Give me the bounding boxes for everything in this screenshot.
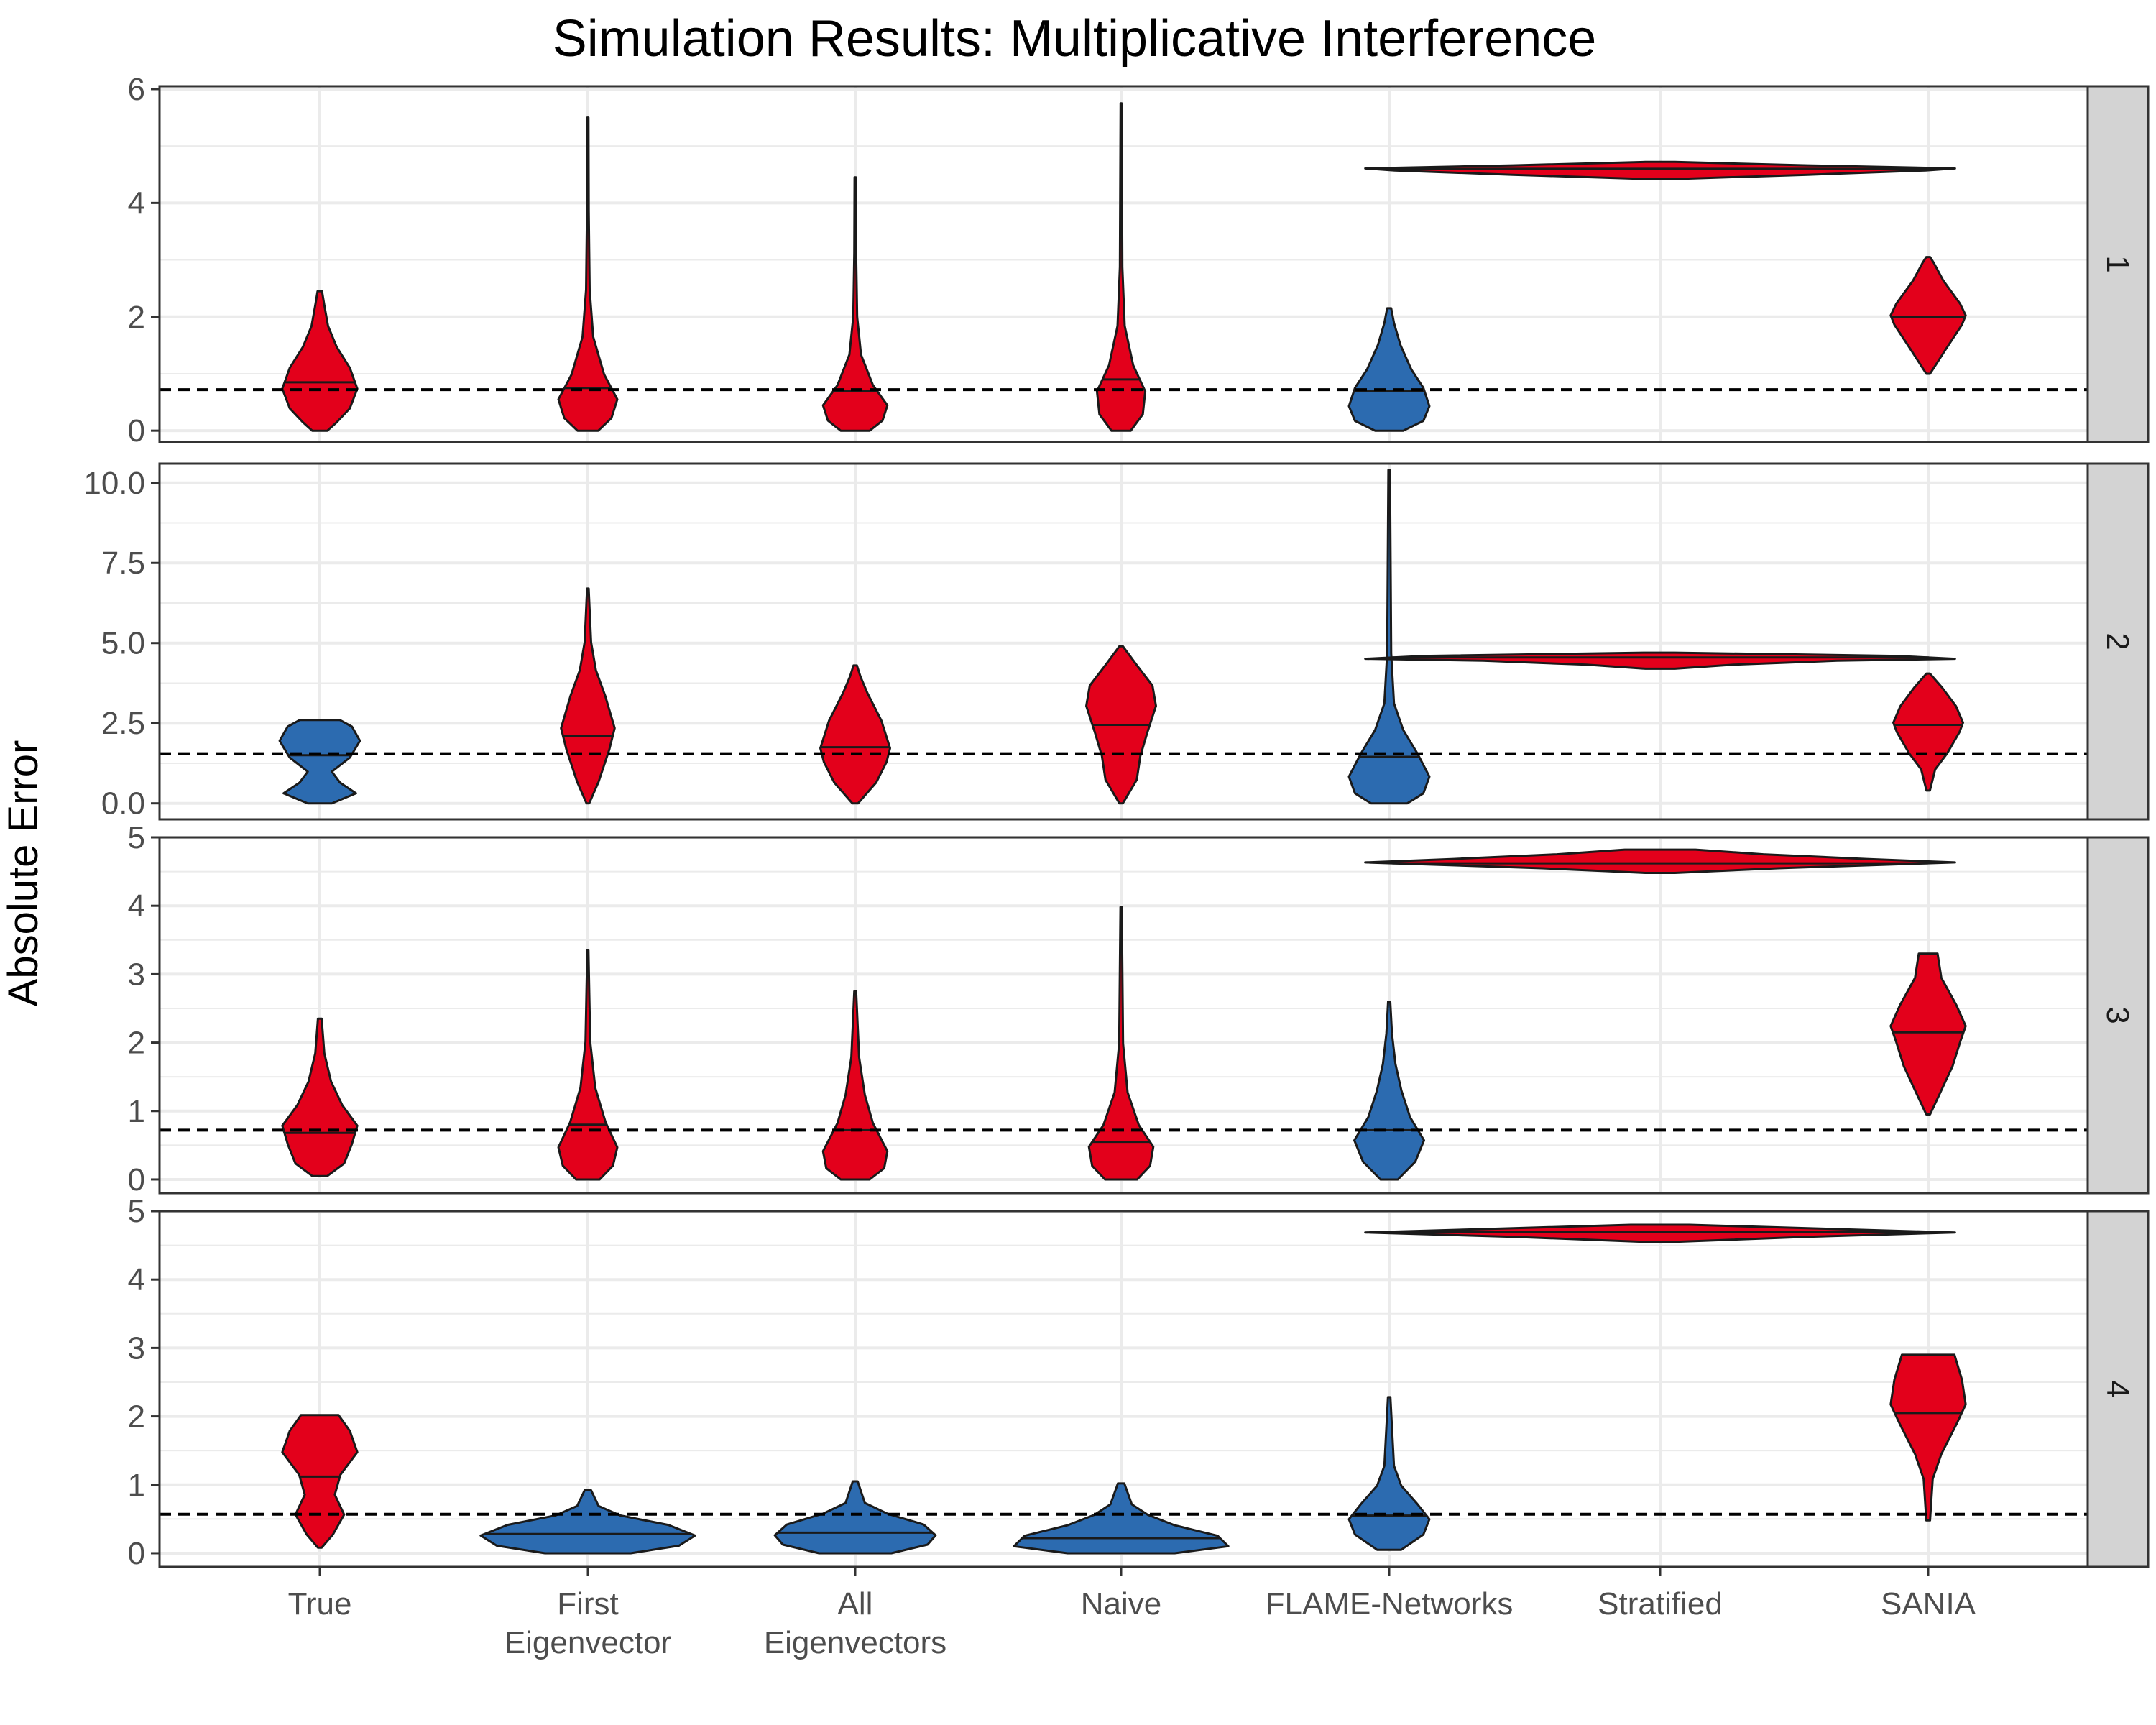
panel-3: 0 1 2 3 4 5 3 xyxy=(128,820,2150,1197)
violin-first-eigenvector xyxy=(557,949,619,1181)
y-tick-label: 0 xyxy=(128,1536,145,1571)
y-tick-label: 5 xyxy=(128,820,145,855)
facet-strip: 2 xyxy=(2086,462,2150,821)
violins xyxy=(281,848,1967,1181)
violin-true xyxy=(281,1017,359,1177)
violin-stratified xyxy=(1364,1223,1956,1243)
facet-strip-background xyxy=(2086,85,2150,443)
violin-all-eigenvectors xyxy=(819,664,891,805)
violin-naive xyxy=(1087,906,1155,1181)
violin-flame-networks xyxy=(1348,307,1431,432)
y-tick-label: 4 xyxy=(128,185,145,221)
facet-label: 3 xyxy=(2100,1006,2135,1024)
y-tick-label: 5.0 xyxy=(101,626,145,661)
facet-strip: 4 xyxy=(2086,1210,2150,1568)
violin-naive xyxy=(1095,102,1147,432)
y-tick-label: 6 xyxy=(128,72,145,107)
facet-strip: 3 xyxy=(2086,836,2150,1195)
violin-sania xyxy=(1889,1353,1967,1522)
y-tick-label: 0 xyxy=(128,413,145,448)
y-tick-label: 4 xyxy=(128,888,145,924)
violin-all-eigenvectors xyxy=(821,176,889,432)
violin-true xyxy=(281,290,359,432)
x-tick-label: First Eigenvector xyxy=(505,1586,671,1660)
violin-first-eigenvector xyxy=(557,116,619,432)
y-axis-label: Absolute Error xyxy=(0,740,47,1007)
violin-sania xyxy=(1892,672,1964,792)
violin-first-eigenvector xyxy=(560,587,616,805)
violin-all-eigenvectors xyxy=(773,1480,937,1555)
y-tick-label: 2.5 xyxy=(101,706,145,741)
y-tick-label: 5 xyxy=(128,1194,145,1229)
y-tick-label: 0 xyxy=(128,1162,145,1197)
x-axis-ticks: True First Eigenvector All Eigenvectors Naive… xyxy=(288,1567,1976,1660)
x-tick-label: Stratified xyxy=(1598,1586,1723,1622)
y-tick-label: 3 xyxy=(128,1330,145,1366)
x-tick-label: True xyxy=(288,1586,352,1622)
panel-4: 0 1 2 3 4 5 4 xyxy=(128,1194,2150,1571)
panel-1: 0 2 4 6 1 xyxy=(128,72,2150,448)
panel-2: 0.0 2.5 5.0 7.5 10.0 2 xyxy=(83,462,2150,822)
x-tick-label: SANIA xyxy=(1881,1586,1976,1622)
facet-label: 4 xyxy=(2100,1380,2135,1397)
y-tick-label: 0.0 xyxy=(101,786,145,822)
violin-sania xyxy=(1889,952,1967,1116)
y-tick-label: 2 xyxy=(128,1399,145,1435)
violins xyxy=(278,469,1964,805)
facet-label: 2 xyxy=(2100,632,2135,650)
y-tick-label: 1 xyxy=(128,1094,145,1129)
y-tick-label: 7.5 xyxy=(101,546,145,581)
facet-label: 1 xyxy=(2100,255,2135,272)
violin-stratified xyxy=(1364,160,1956,180)
violin-all-eigenvectors xyxy=(821,990,889,1181)
violin-true xyxy=(278,719,361,805)
violin-stratified xyxy=(1364,848,1956,874)
y-tick-label: 4 xyxy=(128,1262,145,1297)
violin-flame-networks xyxy=(1353,1000,1425,1181)
violins xyxy=(281,102,1967,432)
x-tick-label: FLAME-Networks xyxy=(1266,1586,1514,1622)
y-tick-label: 1 xyxy=(128,1468,145,1503)
facet-strip-background xyxy=(2086,1210,2150,1568)
y-tick-label: 2 xyxy=(128,1026,145,1061)
facet-strip-background xyxy=(2086,462,2150,821)
violin-flame-networks xyxy=(1348,1396,1431,1551)
y-tick-label: 3 xyxy=(128,957,145,992)
x-tick-label: Naive xyxy=(1081,1586,1162,1622)
violin-first-eigenvector xyxy=(479,1489,696,1555)
facet-strip-background xyxy=(2086,836,2150,1195)
violin-naive xyxy=(1013,1482,1230,1555)
x-tick-label: All Eigenvectors xyxy=(764,1586,946,1660)
chart-title: Simulation Results: Multiplicative Inter… xyxy=(553,10,1597,68)
facet-strip: 1 xyxy=(2086,85,2150,443)
violin-flame-networks xyxy=(1348,469,1431,805)
violin-sania xyxy=(1889,256,1967,375)
y-tick-label: 10.0 xyxy=(83,466,145,501)
y-tick-label: 2 xyxy=(128,300,145,335)
